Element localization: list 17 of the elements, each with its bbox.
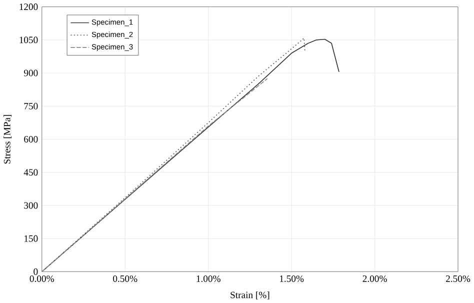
x-tick-label: 2.50% — [446, 275, 470, 282]
y-tick-label: 300 — [24, 202, 38, 209]
y-tick-label: 450 — [24, 169, 38, 176]
x-axis-title: Strain [%] — [230, 291, 270, 300]
x-tick-label: 2.00% — [362, 275, 387, 282]
x-tick-label: 0.00% — [30, 275, 54, 282]
y-tick-label: 150 — [24, 235, 38, 242]
y-tick-label: 900 — [24, 70, 38, 76]
y-tick-label: 0 — [34, 268, 38, 275]
y-axis-title: Stress [MPa] — [4, 114, 12, 164]
y-tick-label: 600 — [24, 136, 38, 143]
x-tick-label: 0.50% — [113, 275, 138, 282]
y-tick-label: 1200 — [20, 4, 38, 10]
y-tick-label: 1050 — [20, 36, 38, 44]
x-tick-label: 1.50% — [280, 275, 304, 282]
y-tick-label: 750 — [24, 102, 38, 110]
x-tick-label: 1.00% — [196, 275, 220, 282]
